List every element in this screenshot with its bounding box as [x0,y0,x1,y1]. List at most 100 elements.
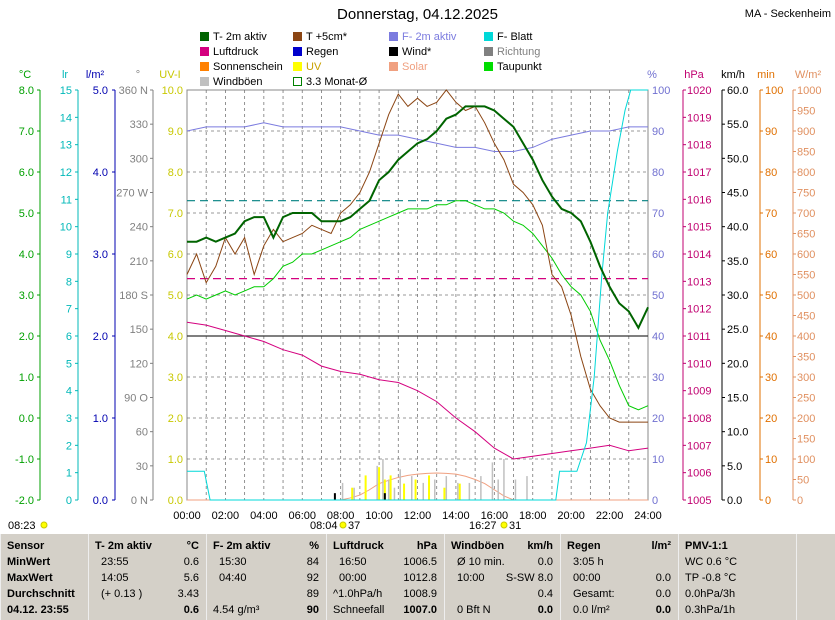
legend-swatch [293,62,302,71]
axis-tick-hpa: 1020 [687,85,711,97]
footer-press-min-time: 16:50 [339,556,367,568]
axis-tick-min: 90 [765,126,777,138]
axis-tick-celsius: 1.0 [19,372,34,384]
station-name: MA - Seckenheim [744,8,831,20]
legend-swatch [293,47,302,56]
axis-tick-lr: 5 [66,358,72,370]
axis-tick-kmh: 15.0 [727,393,748,405]
footer-temp-avg: 3.43 [177,588,199,600]
axis-unit-wm2: W/m² [795,69,822,81]
footer-avg-label: Durchschnitt [7,588,75,600]
axis-tick-pct: 50 [652,290,664,302]
axis-tick-wm2: 0 [797,495,803,507]
axis-tick-lr: 11 [61,194,72,206]
footer-wind-current: 0.0 [537,604,553,616]
axis-tick-hpa: 1012 [687,304,711,316]
axis-tick-wm2: 750 [797,188,815,200]
footer-press-avg: 1008.9 [403,588,437,600]
legend-item: F- 2m aktiv [389,31,456,43]
axis-tick-dir: 120 [130,358,148,370]
axis-tick-wm2: 500 [797,290,815,302]
axis-tick-dir: 300 [130,153,148,165]
footer-hum-min: 84 [306,556,319,568]
legend-swatch [389,47,398,56]
axis-tick-celsius: 4.0 [19,249,34,261]
footer-rain-total-label: Gesamt: [573,588,615,600]
x-tick-label: 04:00 [250,510,278,522]
legend-label: Richtung [497,46,541,58]
axis-tick-celsius: -1.0 [15,454,34,466]
legend-label: Windböen [213,76,263,88]
axis-tick-kmh: 40.0 [727,222,748,234]
axis-tick-hpa: 1011 [687,331,711,343]
sunrise-minutes: 37 [348,520,360,532]
legend-swatch [200,32,209,41]
legend-swatch [293,77,302,86]
axis-tick-dir: 30 [136,461,148,473]
axis-tick-hpa: 1019 [687,112,711,124]
axis-tick-dir: 360 N [119,85,148,97]
axis-tick-hpa: 1017 [687,167,711,179]
footer-wind-avg10: 0.0 [537,556,553,568]
legend-label: T- 2m aktiv [213,31,267,43]
axis-unit-lm2: l/m² [86,69,105,81]
axis-tick-wm2: 950 [797,106,815,118]
axis-tick-lr: 1 [66,468,72,480]
axis-tick-dir: 180 S [119,290,148,302]
axis-tick-lr: 4 [66,386,72,398]
legend-swatch [484,47,493,56]
axis-tick-min: 70 [765,208,777,220]
series-line-taupunkt [186,200,649,411]
footer-wind-avg: 0.4 [537,588,553,600]
legend-label: Taupunkt [497,61,542,73]
axis-tick-lm2: 0.0 [93,495,108,507]
axis-tick-wm2: 200 [797,413,815,425]
legend-item: UV [293,61,321,73]
footer-rain-header: Regen [567,540,601,552]
legend-label: F- Blatt [497,31,533,43]
axis-tick-celsius: 0.0 [19,413,34,425]
footer-press-max: 1012.8 [403,572,437,584]
footer-col-press: Luftdruck hPa 16:50 1006.5 00:00 1012.8 ^1.… [326,534,443,620]
axis-tick-lm2: 3.0 [93,249,108,261]
axis-tick-min: 10 [765,454,777,466]
axis-tick-kmh: 45.0 [727,188,748,200]
legend-swatch [200,77,209,86]
footer-rain-rate: 0.0 l/m² [573,604,610,616]
legend-label: T +5cm* [306,31,348,43]
axis-tick-hpa: 1009 [687,386,711,398]
footer-wind-avg10-label: Ø 10 min. [457,556,505,568]
axis-tick-dir: 60 [136,427,148,439]
axis-tick-lr: 15 [60,85,72,97]
axis-tick-min: 50 [765,290,777,302]
axis-tick-min: 0 [765,495,771,507]
axis-tick-lm2: 2.0 [93,331,108,343]
axis-tick-dir: 330 [130,119,148,131]
footer-pmv-tp: TP -0.8 °C [685,572,737,584]
axis-unit-uv: UV-I [159,69,180,81]
footer-press-max-time: 00:00 [339,572,367,584]
axis-tick-dir: 90 O [124,393,148,405]
footer-press-current: 1007.0 [403,604,437,616]
sunrise-time: 08:04 [310,520,338,532]
axis-tick-hpa: 1005 [687,495,711,507]
footer-sensor-header: Sensor [7,540,45,552]
axis-tick-lr: 7 [66,304,72,316]
axis-tick-dir: 210 [130,256,148,268]
axis-tick-dir: 150 [130,324,148,336]
axis-tick-pct: 40 [652,331,664,343]
legend-item: Sonnenschein [200,61,283,73]
axis-tick-wm2: 550 [797,270,815,282]
legend-item: F- Blatt [484,31,532,43]
legend-label: Sonnenschein [213,61,283,73]
axis-tick-kmh: 55.0 [727,119,748,131]
axis-tick-dir: 240 [130,222,148,234]
footer-rain-max: 0.0 [655,572,671,584]
footer-wind-unit: km/h [527,540,553,552]
axis-tick-kmh: 20.0 [727,358,748,370]
axis-tick-lr: 10 [60,222,72,234]
axis-tick-hpa: 1010 [687,358,711,370]
legend-label: Wind* [402,46,432,58]
x-tick-label: 14:00 [442,510,470,522]
footer-col-empty [796,534,835,620]
